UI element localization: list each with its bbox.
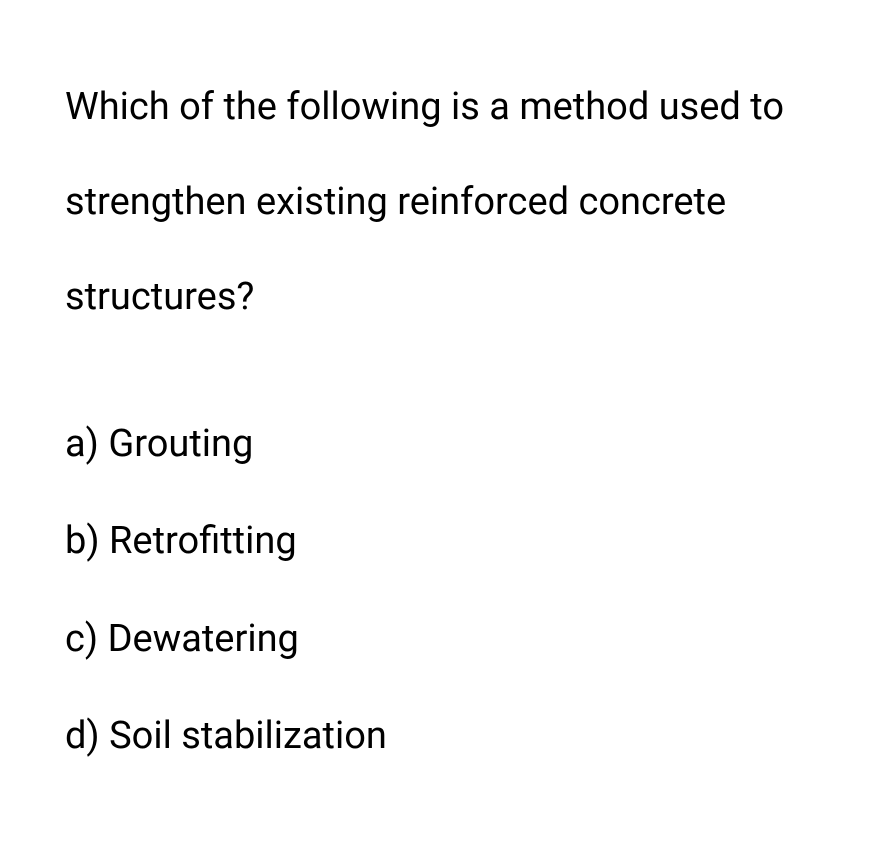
option-a: a) Grouting bbox=[65, 420, 810, 469]
options-list: a) Grouting b) Retrofitting c) Dewaterin… bbox=[65, 420, 810, 762]
option-d: d) Soil stabilization bbox=[65, 712, 810, 761]
option-text: Retrofitting bbox=[109, 519, 297, 563]
option-c: c) Dewatering bbox=[65, 615, 810, 664]
question-text: Which of the following is a method used … bbox=[65, 60, 810, 345]
option-text: Dewatering bbox=[108, 617, 299, 661]
option-text: Soil stabilization bbox=[109, 714, 387, 758]
option-label: b) bbox=[65, 519, 100, 563]
option-label: d) bbox=[65, 714, 100, 758]
option-label: a) bbox=[65, 422, 99, 466]
option-label: c) bbox=[65, 617, 98, 661]
option-text: Grouting bbox=[108, 422, 253, 466]
option-b: b) Retrofitting bbox=[65, 517, 810, 566]
